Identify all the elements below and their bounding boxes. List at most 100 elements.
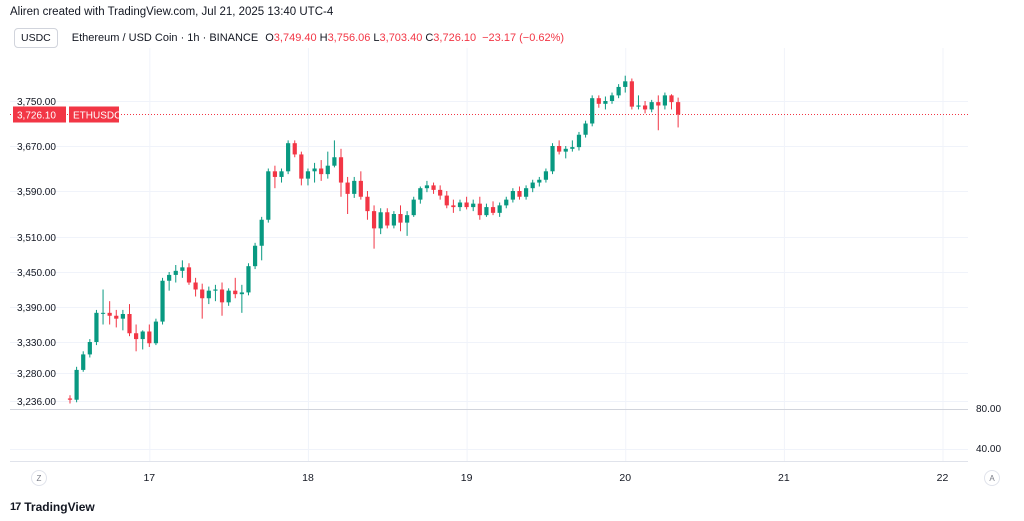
candle-body [662, 95, 667, 106]
candle-body [206, 290, 211, 299]
candle-body [213, 289, 218, 291]
symbol-title: Ethereum / USD Coin · 1h · BINANCE [71, 32, 259, 44]
time-tick-label: 18 [302, 472, 314, 484]
candle-body [451, 205, 456, 208]
candle-body [517, 191, 522, 197]
candle-body [570, 147, 575, 149]
candle-body [649, 102, 654, 110]
indicator-tick-label: 40.00 [976, 444, 1001, 455]
candle-body [371, 211, 377, 229]
candle-body [312, 168, 317, 172]
tradingview-logo-icon: 17 [10, 501, 21, 513]
candle-body [173, 270, 178, 275]
candle-body [530, 182, 535, 189]
candle-body [114, 315, 119, 319]
candle-body [563, 148, 568, 152]
low-value: 3,703.40 [379, 32, 423, 44]
candle-body [471, 203, 476, 208]
candle-body [259, 219, 264, 246]
open-label: O [265, 32, 274, 44]
candle-body [391, 214, 396, 226]
candle-body [272, 171, 278, 177]
close-value: 3,726.10 [433, 32, 477, 44]
candle-body [74, 369, 79, 400]
last-price-label: 3,726.10 [17, 111, 56, 122]
symbol-badge[interactable]: USDC [14, 28, 58, 48]
price-tick-label: 3,390.00 [17, 303, 56, 314]
candle-body [550, 146, 555, 172]
indicator-tick-label: 80.00 [976, 404, 1001, 415]
candle-body [160, 280, 165, 322]
candle-body [81, 354, 86, 370]
time-tick-label: 22 [937, 472, 949, 484]
candle-body [299, 154, 304, 179]
candle-body [642, 105, 648, 110]
candle-body [477, 203, 482, 216]
candle-body [358, 180, 363, 197]
candle-body [504, 199, 509, 206]
candle-body [100, 312, 106, 314]
candle-body [398, 214, 403, 223]
candle-body [67, 398, 73, 400]
candle-body [444, 195, 449, 206]
candle-body [153, 321, 159, 344]
time-tick-label: 21 [778, 472, 790, 484]
candle-body [193, 282, 198, 290]
candle-body [279, 171, 284, 177]
price-tick-label: 3,280.00 [17, 369, 56, 380]
price-tick-label: 3,450.00 [17, 268, 56, 279]
candle-body [405, 215, 410, 223]
candle-body [676, 102, 681, 115]
candle-body [616, 86, 621, 96]
price-tick-label: 3,510.00 [17, 233, 56, 244]
candle-body [623, 81, 628, 87]
candle-body [510, 191, 515, 200]
candle-body [167, 274, 172, 281]
candle-body [484, 207, 489, 216]
candle-body [603, 101, 608, 104]
candle-body [378, 212, 383, 229]
candle-body [590, 98, 595, 124]
candle-body [490, 207, 496, 213]
auto-scale-button[interactable]: A [984, 470, 1000, 486]
candle-body [438, 189, 443, 196]
time-tick-label: 19 [461, 472, 473, 484]
change-value: −23.17 (−0.62%) [482, 32, 565, 44]
high-label: H [319, 32, 328, 44]
time-zoom-button[interactable]: Z [31, 470, 47, 486]
candle-body [656, 102, 661, 106]
tradingview-logo: 17 TradingView [10, 500, 95, 514]
price-tick-label: 3,330.00 [17, 338, 56, 349]
candle-body [120, 314, 125, 319]
candle-body [325, 165, 330, 175]
candle-body [352, 180, 357, 194]
low-label: L [373, 32, 380, 44]
candle-body [332, 157, 337, 166]
price-tick-label: 3,590.00 [17, 187, 56, 198]
close-label: C [425, 32, 434, 44]
candle-body [226, 290, 231, 303]
candle-body [233, 290, 238, 295]
candle-body [147, 331, 152, 344]
open-value: 3,749.40 [273, 32, 317, 44]
candle-body [418, 188, 423, 200]
candle-body [583, 123, 588, 135]
candle-body [523, 188, 529, 197]
high-value: 3,756.06 [327, 32, 371, 44]
candle-body [180, 267, 185, 271]
candle-body [140, 331, 145, 340]
candle-body [286, 143, 291, 172]
candle-body [134, 333, 139, 340]
time-tick-label: 17 [143, 472, 155, 484]
candle-body [636, 105, 641, 107]
candle-body [629, 81, 634, 107]
tradingview-brand: TradingView [24, 500, 95, 514]
candle-body [345, 182, 350, 194]
candle-body [596, 98, 601, 104]
candle-body [464, 202, 469, 208]
candle-body [266, 171, 271, 220]
candle-body [411, 199, 416, 216]
last-symbol-badge [69, 106, 119, 123]
price-tick-label: 3,750.00 [17, 97, 56, 108]
